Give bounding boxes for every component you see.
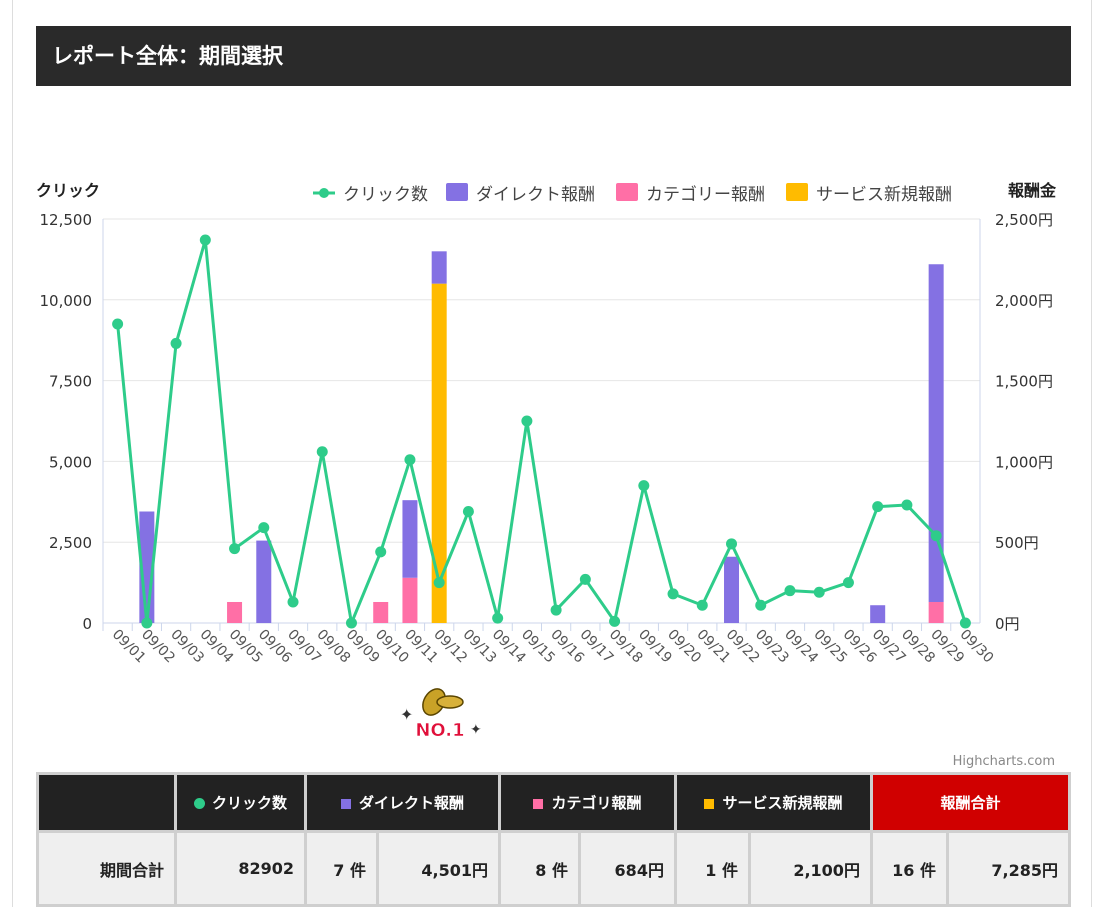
click-point (696, 599, 708, 611)
service-count: 1 件 (673, 830, 751, 907)
click-point (638, 480, 650, 492)
bar-direct (870, 605, 886, 623)
bar-direct (431, 251, 447, 284)
y-left-tick-label: 5,000 (49, 453, 92, 471)
click-point (667, 588, 679, 600)
legend-click-dot (319, 188, 329, 198)
bar-direct (724, 556, 740, 623)
total-amount: 7,285円 (945, 830, 1072, 907)
click-point (170, 337, 182, 349)
header-direct: ダイレクト報酬 (304, 772, 501, 833)
x-tick-label: 09/30 (957, 627, 997, 667)
y-right-tick-label: 2,000円 (995, 292, 1053, 310)
click-point (375, 546, 387, 558)
total-clicks: 82902 (174, 830, 307, 907)
click-point (784, 585, 796, 597)
click-point (112, 318, 124, 330)
total-count: 16 件 (869, 830, 949, 907)
badge-text: NO.1 (415, 720, 464, 741)
y-left-tick-label: 2,500 (49, 534, 92, 552)
legend-label: クリック数 (343, 185, 428, 205)
sparkle-icon: ✦ (400, 705, 413, 724)
category-amount: 684円 (578, 830, 677, 907)
bar-category (373, 601, 389, 623)
y-right-axis-title: 報酬金 (1008, 181, 1057, 200)
category-count: 8 件 (498, 830, 581, 907)
y-left-axis-title: クリック (36, 181, 100, 200)
click-point (433, 577, 445, 589)
click-point (959, 617, 971, 629)
click-point (345, 617, 357, 629)
bar-direct (402, 500, 418, 578)
click-line (116, 238, 967, 625)
page-title: レポート全体：期間選択 (36, 26, 1071, 86)
sparkle-icon: ✦ (470, 722, 482, 738)
category-square-icon (533, 798, 544, 809)
header-category: カテゴリ報酬 (498, 772, 677, 833)
y-right-tick-label: 0円 (995, 615, 1020, 633)
click-point (579, 573, 591, 585)
click-point (901, 499, 913, 511)
click-point (842, 577, 854, 589)
click-point (492, 612, 504, 624)
direct-count: 7 件 (304, 830, 379, 907)
coin-icon (436, 695, 464, 709)
direct-amount: 4,501円 (376, 830, 501, 907)
legend-swatch (446, 183, 468, 201)
click-point (287, 596, 299, 608)
header-total: 報酬合計 (869, 772, 1072, 833)
y-right-tick-label: 500円 (995, 534, 1039, 552)
bar-category (928, 601, 944, 623)
click-point (550, 604, 562, 616)
bar-category (227, 601, 243, 623)
click-point (726, 538, 738, 550)
report-chart: 0 0円 2,500 500円 5,000 1,000円 7,500 1,500円 10,000… (36, 181, 1057, 769)
click-dot-icon (193, 798, 205, 809)
bar-category (402, 577, 418, 623)
click-point (521, 415, 533, 427)
service-amount: 2,100円 (747, 830, 873, 907)
row-label: 期間合計 (36, 830, 177, 907)
legend-swatch (616, 183, 638, 201)
click-point (872, 501, 884, 513)
header-service: サービス新規報酬 (673, 772, 873, 833)
legend-label: カテゴリー報酬 (646, 184, 765, 205)
click-point (258, 522, 270, 534)
y-right-tick-label: 1,000円 (995, 453, 1053, 471)
y-left-tick-label: 12,500 (40, 211, 93, 229)
bar-direct (928, 264, 944, 602)
click-point (930, 530, 942, 542)
bar-direct (256, 540, 272, 623)
click-point (229, 543, 241, 555)
legend-swatch (786, 183, 808, 201)
click-point (316, 446, 328, 458)
header-clicks: クリック数 (174, 772, 307, 833)
y-left-tick-label: 0 (82, 615, 92, 633)
highcharts-credit: Highcharts.com (953, 754, 1055, 769)
service-square-icon (704, 798, 715, 809)
click-point (141, 617, 153, 629)
y-left-tick-label: 7,500 (49, 373, 92, 391)
y-right-tick-label: 1,500円 (995, 373, 1053, 391)
click-point (462, 505, 474, 517)
click-point (813, 586, 825, 598)
click-point (199, 234, 211, 246)
empty-header-cell (36, 772, 177, 833)
click-point (755, 599, 767, 611)
bar-service (431, 283, 447, 623)
legend-label: ダイレクト報酬 (476, 185, 595, 205)
y-right-tick-label: 2,500円 (995, 211, 1053, 229)
click-point (609, 615, 621, 627)
page-frame (12, 0, 1092, 907)
click-point (404, 454, 416, 466)
legend-label: サービス新規報酬 (816, 185, 952, 205)
direct-square-icon (340, 798, 351, 809)
y-left-tick-label: 10,000 (40, 292, 93, 310)
summary-table: クリック数 ダイレクト報酬 カテゴリ報酬 サービス新規報酬 報酬合計 期間合計 … (36, 772, 1072, 907)
